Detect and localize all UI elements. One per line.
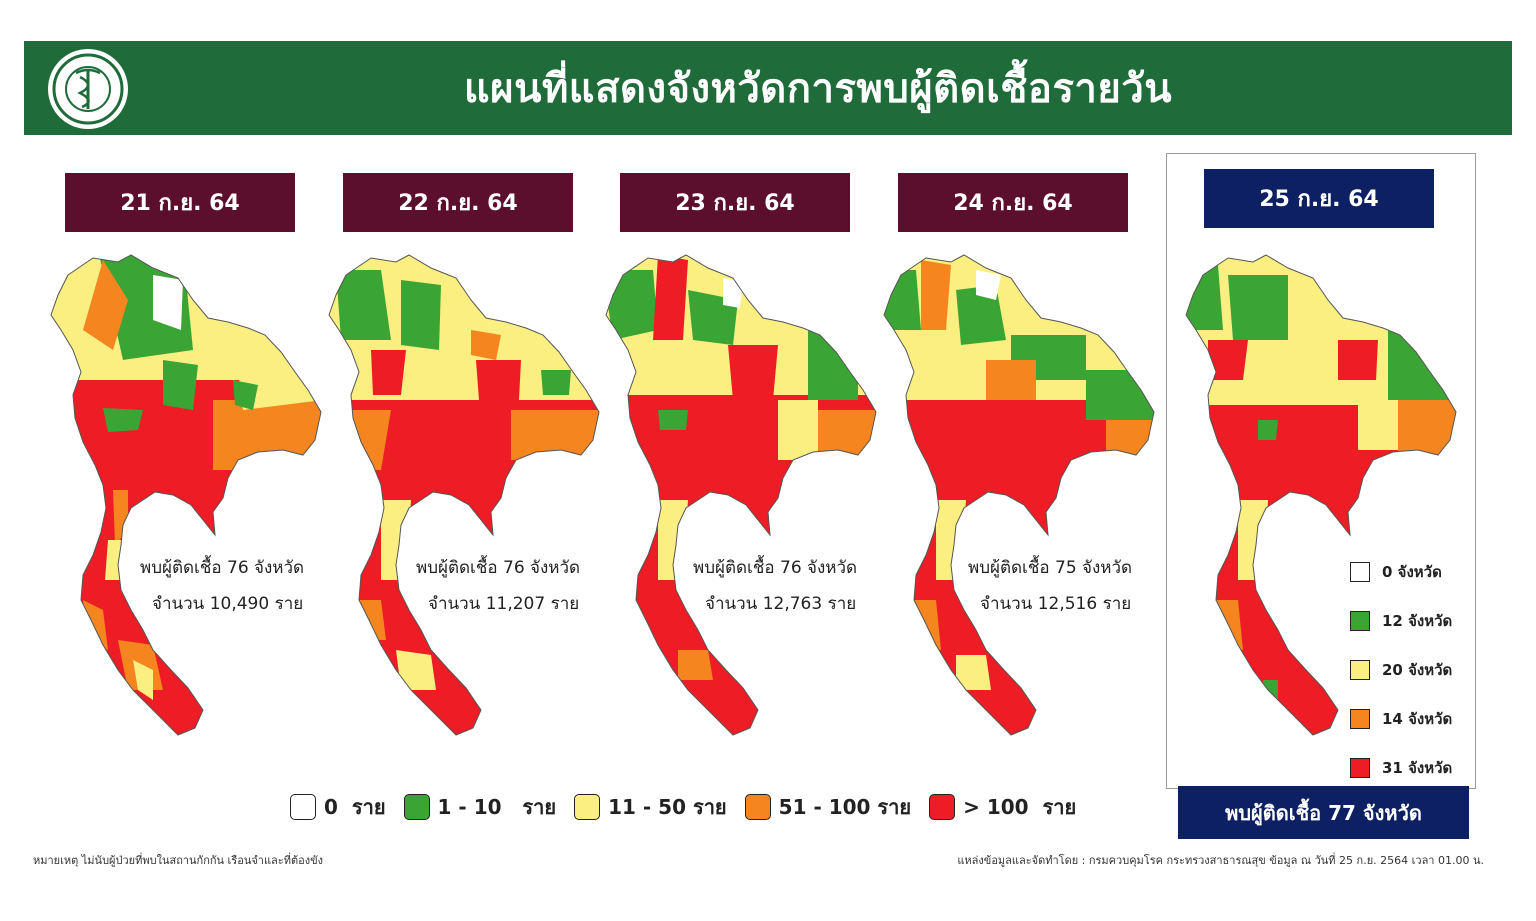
legend-label: 1 - 10 ราย [437, 795, 557, 819]
summary-day2: พบผู้ติดเชื้อ 76 จังหวัด จำนวน 11,207 รา… [416, 550, 580, 622]
legend-item: 0 ราย [290, 791, 386, 823]
legend-label: 31 จังหวัด [1382, 759, 1453, 777]
legend-label: > 100 ราย [963, 795, 1077, 819]
data-source: แหล่งข้อมูลและจัดทำโดย : กรมควบคุมโรค กร… [957, 854, 1484, 867]
legend-swatch [1350, 758, 1370, 778]
legend-label: 12 จังหวัด [1382, 612, 1453, 630]
legend-label: 0 ราย [324, 795, 386, 819]
legend-label: 20 จังหวัด [1382, 661, 1453, 679]
case-range-legend: 0 ราย 1 - 10 ราย 11 - 50 ราย 51 - 100 รา… [290, 790, 1094, 824]
legend-swatch [290, 794, 316, 820]
legend-label: 14 จังหวัด [1382, 710, 1453, 728]
summary-provinces: พบผู้ติดเชื้อ 76 จังหวัด [140, 558, 305, 578]
legend-swatch [929, 794, 956, 820]
legend-swatch [574, 794, 601, 820]
legend-item: 14 จังหวัด [1350, 707, 1452, 731]
legend-swatch [1350, 660, 1370, 680]
province-map-day2 [328, 254, 600, 736]
legend-swatch [1350, 611, 1370, 631]
province-map-day3 [605, 254, 877, 736]
legend-item: 51 - 100 ราย [744, 791, 912, 823]
summary-provinces: พบผู้ติดเชื้อ 76 จังหวัด [416, 558, 581, 578]
page-title: แผนที่แสดงจังหวัดการพบผู้ติดเชื้อรายวัน [463, 66, 1173, 112]
legend-swatch [1350, 562, 1370, 582]
total-provinces-badge: พบผู้ติดเชื้อ 77 จังหวัด [1178, 786, 1469, 839]
summary-day4: พบผู้ติดเชื้อ 75 จังหวัด จำนวน 12,516 รา… [968, 550, 1132, 622]
legend-swatch [744, 794, 771, 820]
legend-item: 20 จังหวัด [1350, 658, 1452, 682]
summary-cases: จำนวน 10,490 ราย [152, 594, 304, 614]
legend-label: 0 จังหวัด [1382, 563, 1442, 581]
date-label-day4: 24 ก.ย. 64 [898, 173, 1128, 232]
summary-day3: พบผู้ติดเชื้อ 76 จังหวัด จำนวน 12,763 รา… [693, 550, 857, 622]
summary-provinces: พบผู้ติดเชื้อ 75 จังหวัด [968, 558, 1133, 578]
summary-cases: จำนวน 12,763 ราย [705, 594, 857, 614]
legend-item: 31 จังหวัด [1350, 756, 1452, 780]
summary-day1: พบผู้ติดเชื้อ 76 จังหวัด จำนวน 10,490 รา… [140, 550, 304, 622]
summary-cases: จำนวน 11,207 ราย [428, 594, 580, 614]
header-bar: แผนที่แสดงจังหวัดการพบผู้ติดเชื้อรายวัน [24, 41, 1512, 135]
footnote: หมายเหตุ ไม่นับผู้ป่วยที่พบในสถานกักกัน … [33, 854, 323, 867]
date-label-day2: 22 ก.ย. 64 [343, 173, 573, 232]
date-label-day1: 21 ก.ย. 64 [65, 173, 295, 232]
legend-label: 11 - 50 ราย [608, 795, 727, 819]
summary-provinces: พบผู้ติดเชื้อ 76 จังหวัด [693, 558, 858, 578]
legend-item: 11 - 50 ราย [574, 791, 727, 823]
summary-cases: จำนวน 12,516 ราย [980, 594, 1132, 614]
legend-swatch [403, 794, 430, 820]
legend-item: 0 จังหวัด [1350, 560, 1442, 584]
province-map-day4 [883, 254, 1155, 736]
ministry-logo-icon [48, 49, 128, 129]
legend-item: > 100 ราย [929, 791, 1076, 823]
province-map-day5 [1185, 254, 1457, 736]
legend-label: 51 - 100 ราย [778, 795, 912, 819]
date-label-day5: 25 ก.ย. 64 [1204, 169, 1434, 228]
legend-item: 1 - 10 ราย [403, 791, 557, 823]
legend-item: 12 จังหวัด [1350, 609, 1452, 633]
legend-swatch [1350, 709, 1370, 729]
date-label-day3: 23 ก.ย. 64 [620, 173, 850, 232]
province-map-day1 [50, 254, 322, 736]
